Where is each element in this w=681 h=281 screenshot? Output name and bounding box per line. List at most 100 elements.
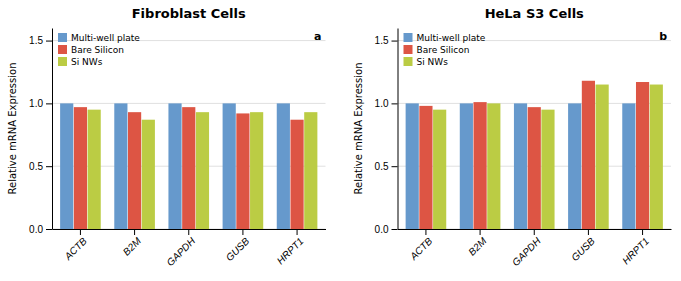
legend-label: Si NWs [417, 57, 449, 67]
bar [474, 102, 487, 229]
tick-mark [534, 229, 535, 235]
legend-swatch [58, 33, 67, 42]
tick: HRPT1 [275, 229, 306, 266]
bar [142, 120, 155, 229]
tick: GAPDH [510, 229, 543, 268]
tick: 0.5 [29, 161, 52, 172]
legend-label: Si NWs [71, 57, 103, 67]
legend: Multi-well plateBare SiliconSi NWs [58, 33, 140, 67]
legend-label: Multi-well plate [417, 33, 486, 43]
bar [433, 110, 446, 229]
bar [304, 112, 317, 229]
title: Fibroblast Cells [132, 6, 246, 21]
tick-label: 1.5 [375, 35, 389, 46]
legend-swatch [58, 57, 67, 66]
tick: 0.0 [29, 224, 52, 235]
tick-label: HRPT1 [620, 235, 651, 266]
bar [528, 107, 541, 229]
bar [250, 112, 263, 229]
legend-item: Bare Silicon [404, 45, 470, 55]
tick-label: 0.0 [375, 224, 389, 235]
bar [460, 103, 473, 229]
bar [128, 112, 141, 229]
bar [419, 106, 432, 229]
tick-mark [588, 229, 589, 235]
bar [487, 103, 500, 229]
y-axis: 0.00.51.01.5 [29, 29, 52, 235]
grid [52, 41, 326, 229]
tick-mark [134, 229, 135, 235]
bar [541, 110, 554, 229]
tick-label: 0.0 [29, 224, 43, 235]
tick: GUSB [569, 229, 597, 263]
bar [650, 85, 663, 229]
tick-mark [392, 166, 398, 167]
bars [406, 81, 663, 229]
tick-mark [188, 229, 189, 235]
tick-label: GUSB [569, 235, 597, 263]
figure: 0.00.51.01.5ACTBB2MGAPDHGUSBHRPT1Fibrobl… [0, 0, 681, 281]
tick-mark [392, 229, 398, 230]
annotation: b [659, 30, 667, 43]
tick-label: B2M [121, 235, 144, 258]
bar [182, 107, 195, 229]
legend-label: Multi-well plate [71, 33, 140, 43]
tick: 1.5 [375, 35, 398, 46]
legend-swatch [404, 57, 413, 66]
tick-label: 0.5 [29, 161, 43, 172]
tick: ACTB [62, 229, 90, 263]
tick: HRPT1 [620, 229, 651, 266]
tick-mark [46, 103, 52, 104]
tick-mark [425, 229, 426, 235]
x-axis: ACTB B2M GAPDH GUSB HRPT1 [398, 229, 672, 268]
tick-mark [392, 41, 398, 42]
tick-label: ACTB [62, 235, 90, 263]
y-axis: 0.00.51.01.5 [375, 29, 398, 235]
tick: 1.5 [29, 35, 52, 46]
bar [406, 103, 419, 229]
bar [514, 103, 527, 229]
tick-label: B2M [466, 235, 489, 258]
legend-item: Multi-well plate [58, 33, 140, 43]
bar [582, 81, 595, 229]
tick-mark [642, 229, 643, 235]
bar [622, 103, 635, 229]
bar-series [433, 85, 663, 229]
tick-mark [80, 229, 81, 235]
y-axis-title: Relative mRNA Expression [353, 63, 364, 195]
tick-mark [297, 229, 298, 235]
legend-item: Si NWs [404, 57, 449, 67]
tick: B2M [121, 229, 144, 258]
tick-mark [242, 229, 243, 235]
bar-series [419, 81, 649, 229]
bar [290, 120, 303, 229]
tick-label: 1.5 [29, 35, 43, 46]
legend-swatch [404, 45, 413, 54]
tick-label: GAPDH [164, 235, 197, 268]
tick-mark [46, 166, 52, 167]
tick: B2M [466, 229, 489, 258]
tick: GUSB [224, 229, 252, 263]
tick-mark [480, 229, 481, 235]
panel: 0.00.51.01.5ACTBB2MGAPDHGUSBHRPT1Fibrobl… [7, 6, 326, 268]
bar [114, 103, 127, 229]
bar [636, 82, 649, 229]
x-axis: ACTB B2M GAPDH GUSB HRPT1 [53, 229, 327, 268]
tick: 0.5 [375, 161, 398, 172]
y-axis-title: Relative mRNA Expression [7, 63, 18, 195]
bar [88, 110, 101, 229]
bar [223, 103, 236, 229]
bar [596, 85, 609, 229]
tick-label: ACTB [407, 235, 435, 263]
annotation: a [314, 30, 321, 43]
legend-item: Multi-well plate [404, 33, 486, 43]
bar [60, 103, 73, 229]
bar-series [74, 107, 304, 229]
title: HeLa S3 Cells [485, 6, 584, 21]
tick: ACTB [407, 229, 435, 263]
axis-line [52, 29, 53, 230]
legend-item: Si NWs [58, 57, 103, 67]
tick-label: HRPT1 [275, 235, 306, 266]
bar [196, 112, 209, 229]
legend: Multi-well plate Bare Silicon Si NWs [404, 33, 486, 67]
